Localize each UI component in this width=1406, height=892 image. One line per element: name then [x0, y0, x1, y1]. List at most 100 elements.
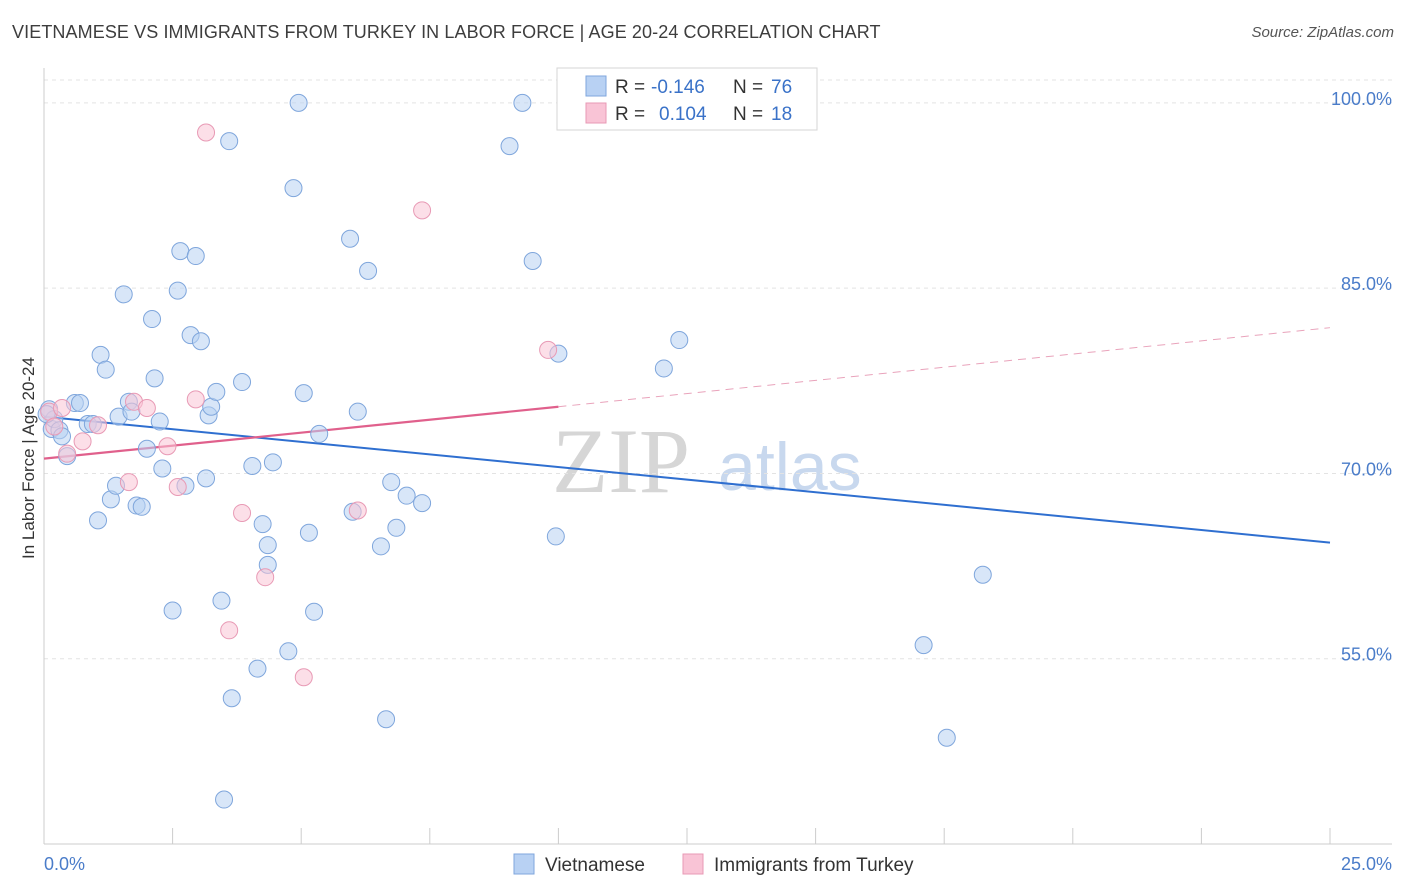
point-vietnamese-26 — [163, 601, 182, 620]
point-turkey-3 — [58, 444, 77, 463]
point-vietnamese-27 — [168, 281, 187, 300]
point-vietnamese-68 — [546, 527, 565, 546]
point-vietnamese-60 — [377, 710, 396, 729]
point-turkey-2 — [53, 398, 72, 417]
point-vietnamese-65 — [500, 137, 519, 156]
series-legend-label-vietnamese: Vietnamese — [545, 855, 645, 876]
legend-swatch-turkey — [585, 102, 607, 124]
point-turkey-12 — [197, 123, 216, 142]
point-vietnamese-63 — [397, 486, 416, 505]
point-vietnamese-57 — [348, 402, 367, 421]
point-turkey-1 — [45, 417, 64, 436]
point-vietnamese-46 — [258, 536, 277, 555]
y-tick-label-55: 55.0% — [1341, 645, 1392, 665]
point-vietnamese-37 — [212, 591, 231, 610]
point-vietnamese-38 — [215, 790, 234, 809]
gridlines — [44, 79, 1392, 660]
point-vietnamese-16 — [114, 285, 133, 304]
point-vietnamese-40 — [222, 689, 241, 708]
point-vietnamese-62 — [387, 518, 406, 537]
point-vietnamese-55 — [341, 229, 360, 248]
point-vietnamese-23 — [145, 369, 164, 388]
series-legend: Vietnamese Immigrants from Turkey — [513, 853, 914, 876]
point-vietnamese-20 — [132, 497, 151, 516]
point-turkey-4 — [73, 432, 92, 451]
point-vietnamese-43 — [248, 659, 267, 678]
legend-n-label-1: N = — [733, 77, 763, 98]
trend-lines — [43, 327, 1331, 544]
point-turkey-10 — [168, 478, 187, 497]
point-vietnamese-36 — [207, 382, 226, 401]
point-turkey-18 — [413, 201, 432, 220]
point-vietnamese-28 — [171, 242, 190, 261]
chart-title: VIETNAMESE VS IMMIGRANTS FROM TURKEY IN … — [12, 22, 881, 42]
point-vietnamese-54 — [310, 424, 329, 443]
legend-r-value-2: 0.104 — [659, 104, 707, 125]
point-vietnamese-61 — [382, 473, 401, 492]
point-turkey-14 — [233, 503, 252, 522]
point-vietnamese-73 — [973, 565, 992, 584]
x-tick-label-max: 25.0% — [1341, 854, 1392, 874]
legend-swatch-vietnamese — [585, 75, 607, 97]
y-tick-label-70: 70.0% — [1341, 459, 1392, 479]
point-vietnamese-21 — [137, 439, 156, 458]
point-vietnamese-72 — [914, 636, 933, 655]
point-turkey-17 — [348, 501, 367, 520]
watermark-atlas: atlas — [718, 429, 862, 505]
point-vietnamese-66 — [513, 93, 532, 112]
point-vietnamese-12 — [96, 360, 115, 379]
point-vietnamese-31 — [186, 247, 205, 266]
point-vietnamese-53 — [305, 602, 324, 621]
trend-line-turkey-extension — [558, 327, 1331, 408]
series-legend-swatch-turkey — [682, 853, 704, 875]
series-legend-swatch-vietnamese — [513, 853, 535, 875]
point-vietnamese-32 — [191, 332, 210, 351]
point-vietnamese-22 — [143, 310, 162, 329]
legend-n-label-2: N = — [733, 104, 763, 125]
point-turkey-5 — [89, 416, 108, 435]
x-tick-label-min: 0.0% — [44, 854, 85, 874]
y-axis-title: In Labor Force | Age 20-24 — [19, 357, 38, 559]
legend-r-value-1: -0.146 — [651, 77, 705, 98]
point-vietnamese-48 — [279, 642, 298, 661]
point-vietnamese-64 — [413, 494, 432, 513]
point-vietnamese-59 — [371, 537, 390, 556]
point-vietnamese-52 — [299, 523, 318, 542]
point-vietnamese-67 — [523, 251, 542, 270]
legend-n-value-1: 76 — [771, 77, 792, 98]
source-label: Source: ZipAtlas.com — [1251, 24, 1394, 41]
point-vietnamese-71 — [670, 331, 689, 350]
point-vietnamese-58 — [359, 261, 378, 280]
point-vietnamese-10 — [89, 511, 108, 530]
point-vietnamese-70 — [654, 359, 673, 378]
point-turkey-13 — [220, 621, 239, 640]
point-vietnamese-74 — [937, 728, 956, 747]
point-vietnamese-49 — [284, 179, 303, 198]
data-points — [37, 93, 992, 809]
point-turkey-9 — [158, 437, 177, 456]
point-turkey-6 — [119, 473, 138, 492]
legend-r-label-2: R = — [615, 104, 645, 125]
point-vietnamese-41 — [233, 373, 252, 392]
point-vietnamese-44 — [253, 515, 272, 534]
axes: 55.0% 70.0% 85.0% 100.0% 0.0% 25.0% — [43, 68, 1392, 874]
point-vietnamese-24 — [150, 412, 169, 431]
point-vietnamese-25 — [153, 459, 172, 478]
point-vietnamese-47 — [263, 453, 282, 472]
point-turkey-16 — [294, 668, 313, 687]
point-turkey-15 — [256, 568, 275, 587]
point-vietnamese-50 — [289, 93, 308, 112]
point-vietnamese-39 — [220, 132, 239, 151]
trend-line-turkey — [43, 405, 559, 460]
point-vietnamese-7 — [71, 394, 90, 413]
point-turkey-11 — [186, 390, 205, 409]
point-vietnamese-42 — [243, 457, 262, 476]
point-vietnamese-33 — [197, 469, 216, 488]
point-vietnamese-51 — [294, 384, 313, 403]
legend-r-label-1: R = — [615, 77, 645, 98]
correlation-legend: R = -0.146 N = 76 R = 0.104 N = 18 — [556, 67, 818, 131]
y-tick-label-100: 100.0% — [1331, 89, 1392, 109]
y-tick-label-85: 85.0% — [1341, 274, 1392, 294]
point-turkey-19 — [539, 340, 558, 359]
